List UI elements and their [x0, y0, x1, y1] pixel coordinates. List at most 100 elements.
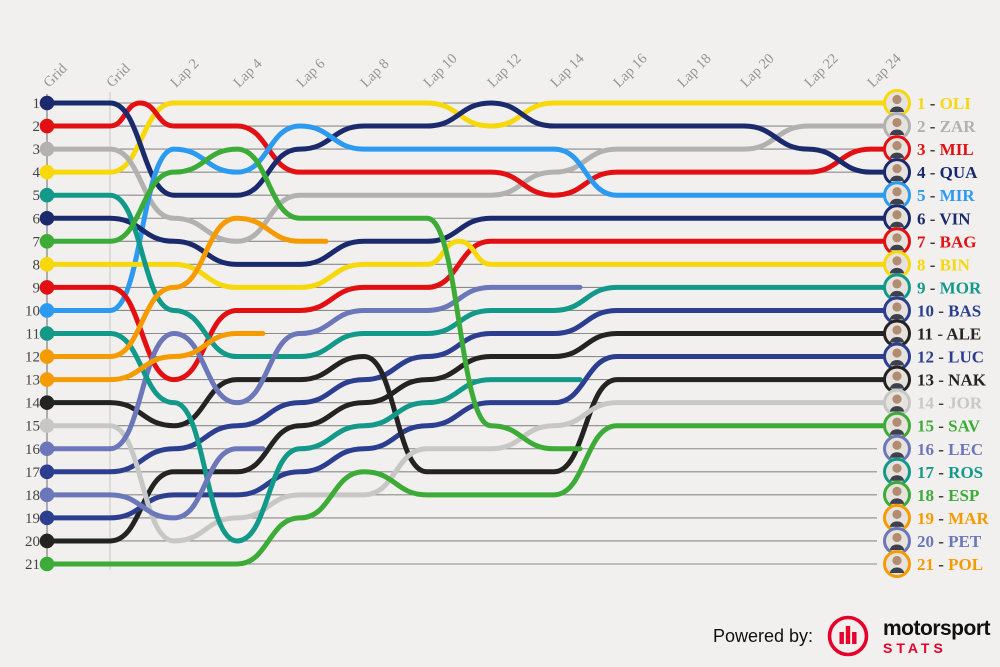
legend-row-ALE: 11 - ALE [883, 319, 981, 348]
grid-dot-BIN [39, 257, 55, 272]
rider-line-BIN [44, 238, 888, 290]
position-tick: 7 [33, 234, 41, 250]
avatar-shoulders [890, 313, 904, 320]
position-tick: 17 [25, 465, 41, 481]
avatar-shoulders [890, 152, 904, 159]
avatar-head [892, 187, 902, 197]
legend-row-SAV: 15 - SAV [883, 411, 981, 440]
legend-label: 19 - MAR [917, 509, 989, 528]
position-tick: 13 [25, 373, 40, 389]
station-label: Lap 20 [738, 51, 778, 91]
station-label: Lap 16 [611, 51, 651, 91]
position-tick: 1 [33, 96, 41, 112]
grid-dot-OLI [39, 164, 55, 180]
rider-line-MOR [44, 192, 888, 360]
legend-label: 8 - BIN [917, 255, 971, 274]
legend-row-MOR: 9 - MOR [883, 273, 982, 302]
legend-label: 11 - ALE [917, 325, 981, 344]
avatar-head [892, 486, 902, 496]
legend-row-BAS: 10 - BAS [883, 296, 981, 325]
grid-dot-MOR [39, 187, 55, 203]
avatar-head [892, 509, 902, 519]
legend-row-OLI: 1 - OLI [883, 89, 971, 117]
avatar-head [892, 256, 902, 266]
legend-row-VIN: 6 - VIN [883, 204, 971, 233]
grid-dot-SAV [39, 556, 55, 572]
grid-dot-LUC [39, 510, 55, 526]
legend-row-MIR: 5 - MIR [883, 181, 975, 210]
avatar-shoulders [890, 221, 904, 228]
legend-label: 5 - MIR [917, 186, 975, 205]
station-label: Lap 24 [865, 50, 906, 91]
avatar-head [892, 532, 902, 543]
grid-dot-ZAR [39, 141, 55, 157]
rider-lines [44, 100, 888, 567]
rider-line-ALE [44, 331, 888, 544]
legend: 1 - OLI 2 - ZAR 3 - MIL 4 - QUA 5 - MIR 6 - V… [883, 89, 989, 578]
avatar-head [892, 394, 902, 404]
position-tick: 20 [25, 534, 40, 550]
legend-label: 7 - BAG [917, 232, 977, 251]
avatar-head [892, 325, 902, 335]
grid-dot-MIR [39, 303, 55, 318]
legend-label: 6 - VIN [917, 209, 971, 228]
rider-line-VIN [44, 215, 888, 267]
avatar-shoulders [890, 267, 904, 274]
legend-label: 21 - POL [917, 555, 983, 574]
grid-dot-JOR [39, 418, 55, 434]
footer: Powered by: motorsport STATS [712, 613, 991, 659]
grid-dot-ALE [39, 533, 55, 549]
position-tick: 14 [25, 396, 41, 412]
station-label: Lap 22 [802, 51, 842, 91]
legend-row-PET: 20 - PET [883, 526, 982, 555]
position-tick: 2 [33, 119, 41, 135]
avatar-shoulders [890, 360, 904, 366]
rider-line-OLI [44, 100, 888, 175]
station-label: Lap 10 [421, 51, 461, 91]
avatar-shoulders [890, 544, 904, 550]
legend-row-BAG: 7 - BAG [883, 227, 977, 256]
avatar-shoulders [890, 498, 904, 504]
grid-dot-BAS [39, 464, 55, 480]
legend-label: 4 - QUA [917, 163, 978, 182]
grid-dot-BAG [39, 280, 55, 295]
grid-dot-MIL [39, 118, 55, 134]
station-label: Lap 4 [231, 55, 266, 90]
position-tick: 5 [33, 188, 41, 204]
avatar-head [892, 141, 902, 151]
rider-line-ZAR [44, 123, 888, 244]
avatar-head [892, 302, 902, 312]
legend-row-BIN: 8 - BIN [883, 250, 971, 279]
legend-row-ESP: 18 - ESP [883, 480, 979, 509]
legend-row-POL: 21 - POL [883, 550, 983, 578]
legend-row-LUC: 12 - LUC [883, 342, 984, 371]
position-tick: 18 [25, 488, 40, 504]
avatar-shoulders [890, 175, 904, 182]
grid-dot-PET [39, 487, 55, 503]
brand-sub: STATS [883, 639, 947, 656]
avatar-head [892, 348, 902, 358]
rider-line-JOR [44, 400, 888, 544]
avatar-shoulders [890, 337, 904, 343]
grid-dot-VIN [39, 210, 55, 226]
avatar-shoulders [890, 406, 904, 412]
legend-row-LEC: 16 - LEC [883, 434, 983, 463]
avatar-head [892, 371, 902, 381]
grid-dot-QUA [39, 95, 55, 111]
legend-row-MAR: 19 - MAR [883, 503, 989, 532]
station-label: Lap 2 [168, 56, 203, 91]
grid-dot-NAK [39, 395, 55, 410]
legend-label: 16 - LEC [917, 440, 983, 459]
position-tick: 21 [25, 557, 40, 573]
position-tick: 3 [33, 142, 41, 158]
grid-dot-ESP [39, 234, 55, 249]
avatar-head [892, 417, 902, 427]
legend-label: 18 - ESP [917, 486, 979, 505]
powered-by-label: Powered by: [712, 625, 813, 646]
rider-line-QUA [44, 100, 888, 198]
motorsport-stats-icon [827, 615, 869, 657]
legend-row-JOR: 14 - JOR [883, 388, 983, 417]
position-tick: 19 [25, 511, 40, 527]
